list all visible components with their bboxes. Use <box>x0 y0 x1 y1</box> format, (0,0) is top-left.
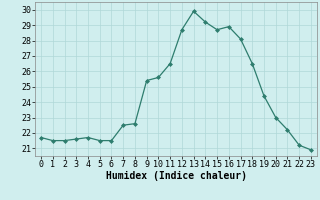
X-axis label: Humidex (Indice chaleur): Humidex (Indice chaleur) <box>106 171 246 181</box>
